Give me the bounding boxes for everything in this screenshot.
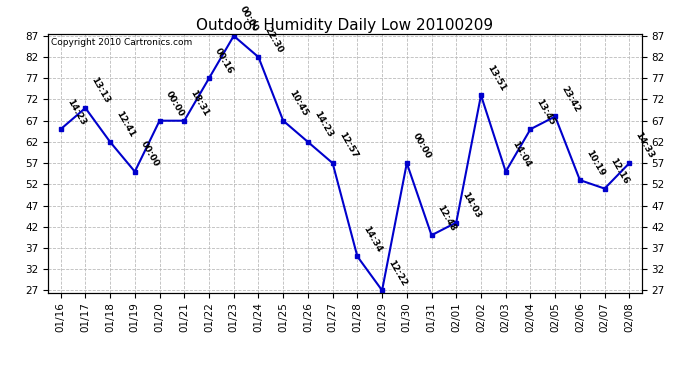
Text: 00:00: 00:00: [411, 132, 433, 160]
Text: 14:23: 14:23: [65, 97, 87, 126]
Text: 00:00: 00:00: [238, 4, 259, 33]
Text: 12:41: 12:41: [115, 110, 137, 139]
Text: 12:16: 12:16: [609, 156, 631, 186]
Text: 13:13: 13:13: [90, 76, 112, 105]
Text: 13:45: 13:45: [535, 97, 557, 126]
Text: 14:04: 14:04: [510, 140, 532, 169]
Text: Copyright 2010 Cartronics.com: Copyright 2010 Cartronics.com: [51, 38, 193, 46]
Text: 10:45: 10:45: [287, 88, 309, 118]
Text: 12:22: 12:22: [386, 258, 408, 288]
Title: Outdoor Humidity Daily Low 20100209: Outdoor Humidity Daily Low 20100209: [197, 18, 493, 33]
Text: 00:16: 00:16: [213, 46, 235, 75]
Text: 00:00: 00:00: [164, 89, 186, 118]
Text: 13:51: 13:51: [485, 63, 507, 93]
Text: 22:30: 22:30: [263, 25, 285, 54]
Text: 12:57: 12:57: [337, 131, 359, 160]
Text: 10:19: 10:19: [584, 148, 606, 177]
Text: 14:23: 14:23: [312, 110, 334, 139]
Text: 12:48: 12:48: [435, 203, 458, 232]
Text: 14:34: 14:34: [362, 224, 384, 254]
Text: 23:42: 23:42: [560, 84, 582, 114]
Text: 18:31: 18:31: [188, 88, 210, 118]
Text: 14:33: 14:33: [633, 131, 656, 160]
Text: 14:03: 14:03: [460, 190, 482, 220]
Text: 00:00: 00:00: [139, 140, 161, 169]
